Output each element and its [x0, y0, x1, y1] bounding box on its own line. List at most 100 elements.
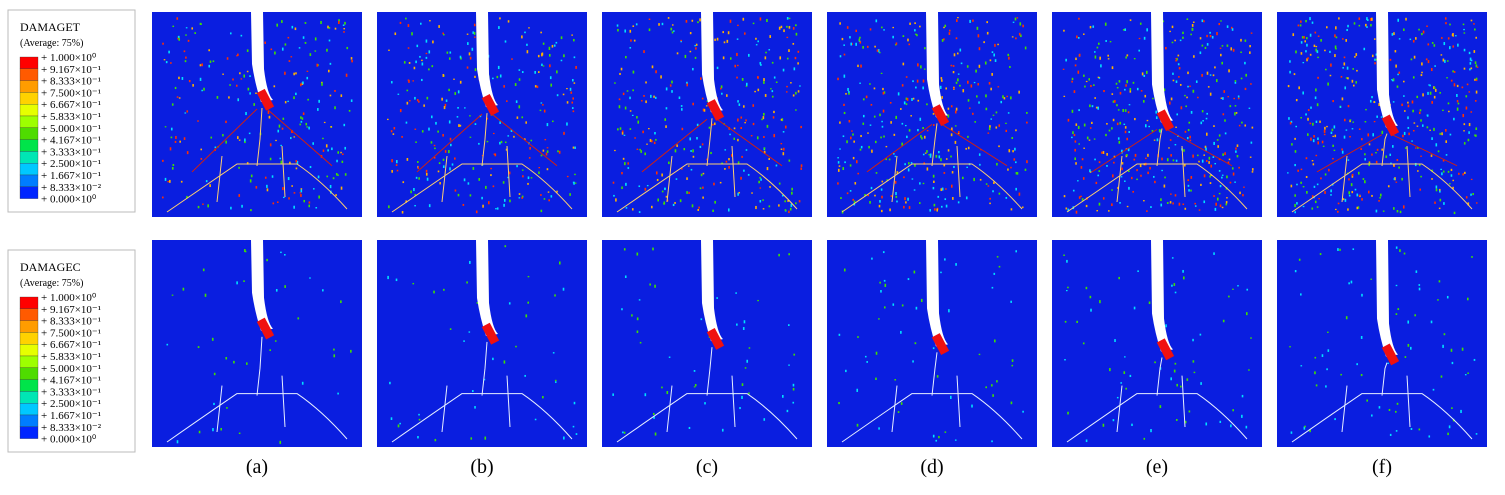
damage-speck [542, 396, 544, 399]
damage-speck [410, 190, 412, 194]
damage-speck [1426, 126, 1429, 129]
damage-speck [889, 208, 891, 212]
damage-speck [1337, 210, 1339, 213]
damage-speck [1317, 137, 1319, 140]
damage-speck [300, 194, 302, 197]
damage-speck [1441, 37, 1443, 39]
damage-speck [1176, 383, 1178, 387]
damage-speck [1429, 84, 1431, 87]
damage-speck [933, 124, 935, 126]
damage-speck [316, 63, 319, 67]
damage-speck [1412, 109, 1414, 113]
damage-speck [1175, 418, 1178, 421]
damage-speck [1198, 160, 1200, 163]
damage-speck [1191, 24, 1194, 27]
damage-speck [1389, 433, 1392, 436]
damage-speck [1223, 90, 1226, 93]
damage-speck [853, 200, 856, 203]
damage-speck [442, 74, 445, 77]
damage-speck [200, 157, 203, 160]
damage-speck [468, 331, 471, 333]
damage-speck [799, 85, 801, 87]
damage-speck [790, 203, 793, 207]
damage-speck [556, 94, 559, 97]
damage-speck [179, 140, 181, 143]
damage-speck [208, 64, 211, 68]
damage-speck [978, 47, 981, 51]
crack-channel [701, 12, 723, 113]
damage-speck [763, 150, 766, 154]
damage-speck [453, 78, 455, 80]
damage-speck [437, 130, 439, 133]
damage-speck [1463, 130, 1465, 132]
damage-speck [1241, 394, 1244, 398]
damage-speck [474, 36, 476, 38]
legend-swatch [19, 391, 39, 404]
damage-speck [241, 204, 243, 208]
damage-speck [1008, 149, 1011, 153]
damage-speck [483, 378, 486, 381]
damage-speck [1236, 154, 1239, 158]
damage-speck [1468, 122, 1471, 127]
damage-speck [287, 177, 290, 181]
damage-speck [1080, 195, 1082, 198]
damage-speck [428, 204, 431, 208]
damage-speck [716, 66, 719, 70]
damage-speck [1463, 67, 1466, 70]
damage-speck [733, 127, 736, 130]
damage-speck [922, 126, 924, 130]
damage-speck [1012, 150, 1014, 153]
damage-speck [737, 64, 739, 67]
damage-speck [336, 159, 338, 163]
damage-speck [1067, 411, 1069, 415]
damage-speck [919, 182, 921, 185]
damage-speck [466, 33, 469, 35]
legend-swatch [19, 80, 39, 93]
damage-speck [414, 204, 416, 207]
damage-speck [1160, 198, 1162, 202]
damage-speck [740, 176, 742, 180]
damage-speck [741, 395, 743, 399]
damage-speck [1218, 192, 1221, 195]
damage-speck [300, 120, 303, 123]
damage-speck [954, 140, 957, 144]
damage-speck [908, 206, 911, 209]
damage-speck [255, 186, 258, 189]
damage-speck [743, 169, 745, 172]
damage-speck [904, 124, 907, 127]
damage-speck [984, 61, 987, 65]
damage-speck [741, 78, 744, 81]
damage-speck [1102, 197, 1105, 200]
damage-speck [691, 204, 694, 208]
damage-speck [1314, 96, 1317, 100]
damage-speck [1331, 128, 1334, 132]
damage-speck [192, 84, 194, 87]
damage-speck [1405, 17, 1407, 21]
damage-speck [297, 317, 300, 320]
damage-speck [1463, 123, 1466, 126]
damage-speck [615, 198, 617, 202]
damage-speck [1434, 88, 1437, 92]
damage-speck [665, 195, 668, 198]
damage-speck [1222, 153, 1224, 156]
damage-speck [973, 177, 975, 182]
panel-label: (c) [696, 456, 718, 478]
damage-speck [272, 202, 275, 205]
damage-speck [1325, 385, 1327, 388]
legend-swatch [19, 151, 39, 164]
damage-speck [1222, 97, 1224, 100]
damage-speck [1352, 121, 1355, 123]
damage-speck [750, 134, 753, 137]
damage-speck [740, 116, 743, 119]
damage-speck [208, 49, 210, 52]
damage-speck [781, 118, 784, 122]
damage-speck [700, 77, 702, 80]
damage-speck [878, 318, 880, 320]
damage-speck [572, 425, 575, 428]
damage-speck [952, 65, 955, 67]
damage-speck [327, 149, 329, 152]
damage-speck [175, 135, 177, 139]
cutter-tip [481, 93, 500, 116]
damage-speck [504, 40, 507, 43]
legend-swatch [19, 367, 39, 380]
